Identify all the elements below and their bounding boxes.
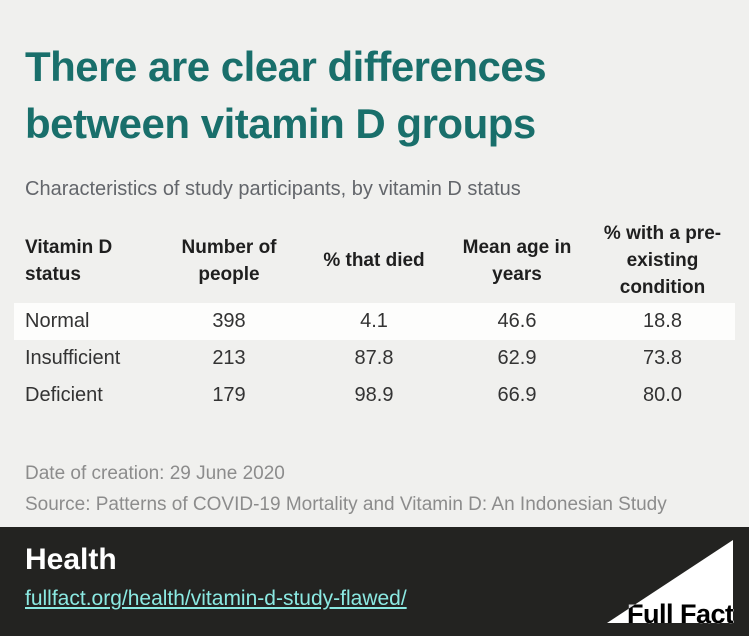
page-title: There are clear differences between vita… — [25, 43, 547, 147]
chart-subtitle: Characteristics of study participants, b… — [25, 178, 521, 200]
cell-age: 46.6 — [497, 310, 537, 332]
source-citation: Source: Patterns of COVID-19 Mortality a… — [25, 494, 667, 515]
cell-died: 4.1 — [360, 310, 388, 332]
cell-age: 62.9 — [497, 347, 537, 369]
cell-people: 398 — [212, 310, 246, 332]
table-header-row: Vitamin D status Number of people % that… — [14, 220, 735, 303]
creation-date: Date of creation: 29 June 2020 — [25, 463, 285, 484]
cell-status: Deficient — [25, 384, 103, 406]
article-link[interactable]: fullfact.org/health/vitamin-d-study-flaw… — [25, 587, 407, 610]
cell-died: 87.8 — [354, 347, 394, 369]
column-header-status: Vitamin D status — [25, 236, 113, 285]
column-header-died: % that died — [323, 250, 425, 271]
cell-condition: 80.0 — [643, 384, 682, 406]
cell-people: 213 — [212, 347, 246, 369]
table-row-insufficient: Insufficient 213 87.8 62.9 73.8 — [14, 340, 735, 377]
cell-died: 98.9 — [354, 384, 394, 406]
table-row-normal: Normal 398 4.1 46.6 18.8 — [14, 303, 735, 340]
table-body: Normal 398 4.1 46.6 18.8 Insufficient 21… — [14, 303, 735, 414]
cell-condition: 73.8 — [643, 347, 682, 369]
category-label: Health — [25, 543, 117, 576]
footer-bar: Health fullfact.org/health/vitamin-d-stu… — [0, 527, 749, 636]
cell-status: Insufficient — [25, 347, 121, 369]
logo-wordmark: Full Fact — [627, 599, 734, 629]
cell-status: Normal — [25, 310, 90, 332]
cell-condition: 18.8 — [643, 310, 682, 332]
column-header-people: Number of people — [181, 236, 277, 285]
cell-people: 179 — [212, 384, 246, 406]
main-content: There are clear differences between vita… — [14, 43, 735, 520]
data-table: Vitamin D status Number of people % that… — [14, 220, 735, 414]
cell-age: 66.9 — [497, 384, 537, 406]
column-header-age: Mean age in years — [462, 236, 572, 285]
column-header-condition: % with a pre-existing condition — [603, 223, 722, 298]
metadata-block: Date of creation: 29 June 2020 Source: P… — [25, 458, 724, 520]
table-row-deficient: Deficient 179 98.9 66.9 80.0 — [14, 377, 735, 414]
fullfact-logo: Full Fact — [607, 539, 749, 629]
